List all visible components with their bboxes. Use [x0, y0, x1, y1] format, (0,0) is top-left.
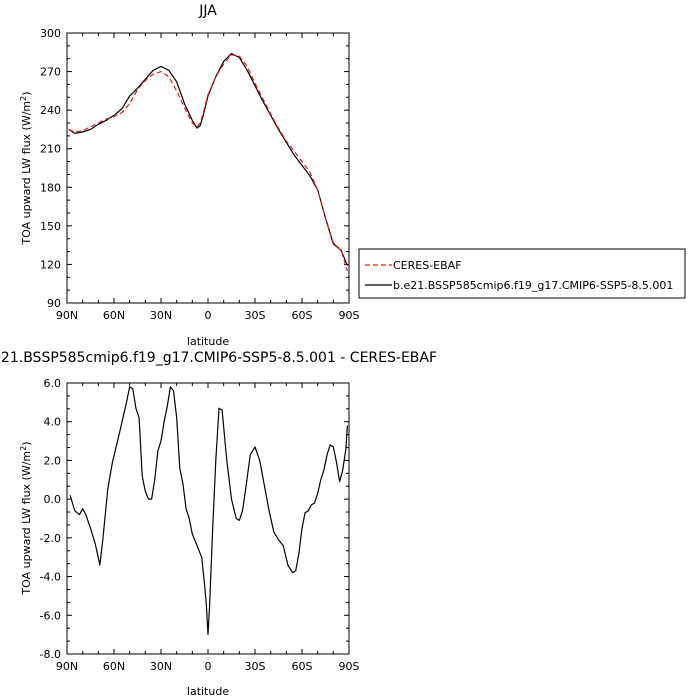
bottom-panel: b.e21.BSSP585cmip6.f19_g17.CMIP6-SSP5-8.… — [0, 350, 437, 698]
bottom-chart-title: b.e21.BSSP585cmip6.f19_g17.CMIP6-SSP5-8.… — [0, 350, 437, 366]
legend: CERES-EBAF b.e21.BSSP585cmip6.f19_g17.CM… — [358, 248, 686, 299]
top-x-tick-label: 30N — [150, 309, 172, 322]
top-x-tick-label: 90N — [56, 309, 78, 322]
bottom-tick-marks — [66, 382, 350, 655]
top-y-tick-label: 300 — [40, 27, 61, 40]
bottom-x-tick-label: 30S — [245, 660, 266, 673]
bottom-series-line-model — [69, 386, 348, 636]
top-y-axis-label-tail: ) — [20, 91, 33, 95]
bottom-y-tick-label: 2.0 — [44, 454, 62, 467]
legend-label-model: b.e21.BSSP585cmip6.f19_g17.CMIP6-SSP5-8.… — [393, 279, 673, 292]
top-y-tick-label: 210 — [40, 143, 61, 156]
bottom-x-axis-label: latitude — [187, 685, 229, 698]
bottom-x-tick-label: 60S — [292, 660, 313, 673]
top-y-tick-label: 120 — [40, 258, 61, 271]
bottom-y-axis-label: TOA upward LW flux (W/m2) — [19, 441, 33, 595]
top-y-axis-label-main: TOA upward LW flux (W/m — [20, 101, 33, 246]
bottom-x-tick-label: 0 — [205, 660, 212, 673]
top-y-tick-label: 270 — [40, 66, 61, 79]
bottom-y-tick-label: -4.0 — [40, 571, 61, 584]
bottom-y-axis-label-sup: 2 — [19, 446, 28, 451]
bottom-y-tick-label: -6.0 — [40, 609, 61, 622]
bottom-y-tick-label: 0.0 — [44, 493, 62, 506]
top-tick-labels: 90N 60N 30N 0 30S 60S 90S 90 120 150 180 210 240 270 3… — [40, 27, 360, 322]
top-x-tick-label: 30S — [245, 309, 266, 322]
bottom-x-tick-label: 90S — [339, 660, 360, 673]
bottom-x-tick-label: 60N — [103, 660, 125, 673]
top-y-axis-label: TOA upward LW flux (W/m2) — [19, 91, 33, 245]
top-y-tick-label: 90 — [47, 297, 61, 310]
legend-frame — [358, 248, 686, 299]
top-y-tick-label: 150 — [40, 220, 61, 233]
top-x-tick-label: 90S — [339, 309, 360, 322]
top-x-tick-label: 60S — [292, 309, 313, 322]
bottom-y-axis-label-tail: ) — [20, 441, 33, 445]
top-y-axis-label-sup: 2 — [19, 96, 28, 101]
top-y-tick-label: 240 — [40, 104, 61, 117]
bottom-y-tick-label: -2.0 — [40, 532, 61, 545]
top-x-axis-label: latitude — [187, 335, 229, 348]
bottom-plot-frame — [66, 382, 350, 655]
top-tick-marks — [66, 32, 350, 304]
bottom-x-tick-label: 30N — [150, 660, 172, 673]
bottom-y-axis-label-main: TOA upward LW flux (W/m — [20, 451, 33, 596]
top-y-tick-label: 180 — [40, 181, 61, 194]
top-x-tick-label: 60N — [103, 309, 125, 322]
bottom-series-group — [69, 386, 348, 636]
bottom-y-tick-label: -8.0 — [40, 648, 61, 661]
top-series-line-ceres-ebaf — [68, 54, 348, 272]
bottom-x-tick-label: 90N — [56, 660, 78, 673]
legend-label-ceres: CERES-EBAF — [393, 259, 462, 272]
top-chart-title: JJA — [198, 3, 217, 19]
top-panel: JJA 90N 60N 30N 0 30S 60S 90S 90 120 150 180 210 240… — [19, 3, 686, 348]
top-series-group — [68, 52, 348, 272]
bottom-tick-labels: 90N 60N 30N 0 30S 60S 90S -8.0 -6.0 -4.0 -2.0 0.0 2.… — [40, 377, 360, 673]
top-series-line-model — [68, 52, 348, 266]
bottom-y-tick-label: 6.0 — [44, 377, 62, 390]
top-x-tick-label: 0 — [205, 309, 212, 322]
bottom-y-tick-label: 4.0 — [44, 416, 62, 429]
